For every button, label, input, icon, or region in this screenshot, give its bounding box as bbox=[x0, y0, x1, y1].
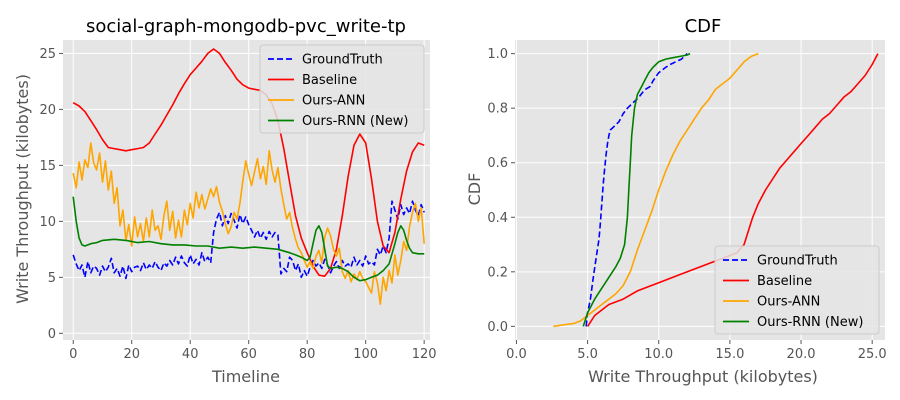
cdf-y-tick-label: 0.6 bbox=[487, 156, 508, 171]
timeline-x-tick-label: 40 bbox=[182, 347, 199, 362]
timeline-x-tick-label: 80 bbox=[299, 347, 316, 362]
timeline-legend-box bbox=[259, 44, 425, 134]
cdf-legend: GroundTruth Baseline Ours-ANN Ours-RNN (New… bbox=[714, 245, 880, 335]
cdf-legend-label: Ours-RNN (New) bbox=[757, 315, 863, 330]
cdf-chart-title: CDF bbox=[685, 16, 722, 37]
timeline-y-tick-label: 25 bbox=[39, 47, 56, 62]
cdf-y-tick-label: 0.4 bbox=[487, 211, 508, 226]
timeline-y-tick-label: 0 bbox=[48, 327, 56, 342]
cdf-y-tick-label: 1.0 bbox=[487, 47, 508, 62]
cdf-x-tick-label: 15.0 bbox=[715, 347, 744, 362]
cdf-series-line-ours-ann bbox=[553, 52, 759, 328]
cdf-series-line-groundtruth bbox=[585, 53, 688, 327]
timeline-x-tick-label: 120 bbox=[412, 347, 437, 362]
cdf-x-tick-label: 25.0 bbox=[858, 347, 887, 362]
timeline-x-tick-label: 20 bbox=[123, 347, 140, 362]
cdf-legend-label: Ours-ANN bbox=[757, 295, 820, 310]
timeline-series-line-groundtruth bbox=[72, 200, 425, 280]
timeline-legend-label: Ours-ANN bbox=[302, 94, 365, 109]
timeline-series-line-ours-ann bbox=[72, 142, 425, 306]
timeline-legend-label: Baseline bbox=[302, 73, 357, 88]
cdf-y-tick-label: 0.0 bbox=[487, 320, 508, 335]
timeline-series-line-baseline bbox=[72, 48, 425, 278]
cdf-legend-label: GroundTruth bbox=[757, 254, 838, 269]
cdf-x-tick-label: 20.0 bbox=[787, 347, 816, 362]
timeline-y-tick-label: 15 bbox=[39, 159, 56, 174]
cdf-series-line-baseline bbox=[586, 53, 879, 327]
timeline-chart: social-graph-mongodb-pvc_write-tp Timeli… bbox=[13, 16, 437, 386]
timeline-y-tick-label: 5 bbox=[48, 271, 56, 286]
timeline-x-tick-label: 100 bbox=[353, 347, 378, 362]
cdf-y-tick-label: 0.2 bbox=[487, 265, 508, 280]
cdf-y-axis-label: CDF bbox=[465, 173, 484, 206]
timeline-y-axis-label: Write Throughput (kilobytes) bbox=[13, 74, 32, 304]
cdf-chart: CDF Write Throughput (kilobytes) CDF 0.0… bbox=[465, 16, 887, 386]
cdf-x-tick-label: 0.0 bbox=[506, 347, 527, 362]
timeline-chart-title: social-graph-mongodb-pvc_write-tp bbox=[86, 16, 406, 37]
cdf-x-tick-label: 10.0 bbox=[644, 347, 673, 362]
cdf-legend-label: Baseline bbox=[757, 274, 812, 289]
cdf-x-axis-label: Write Throughput (kilobytes) bbox=[588, 367, 818, 386]
timeline-y-tick-label: 20 bbox=[39, 103, 56, 118]
cdf-y-tick-label: 0.8 bbox=[487, 102, 508, 117]
timeline-x-tick-label: 60 bbox=[240, 347, 257, 362]
cdf-x-tick-label: 5.0 bbox=[577, 347, 598, 362]
timeline-legend-label: Ours-RNN (New) bbox=[302, 114, 408, 129]
timeline-legend-label: GroundTruth bbox=[302, 53, 383, 68]
cdf-legend-box bbox=[714, 245, 880, 335]
timeline-x-tick-label: 0 bbox=[69, 347, 77, 362]
cdf-series-line-ours-rnn-new bbox=[582, 52, 691, 327]
timeline-x-axis-label: Timeline bbox=[211, 367, 280, 386]
timeline-series-line-ours-rnn-new bbox=[72, 196, 425, 282]
timeline-legend: GroundTruth Baseline Ours-ANN Ours-RNN (New… bbox=[259, 44, 425, 134]
timeline-y-tick-label: 10 bbox=[39, 215, 56, 230]
